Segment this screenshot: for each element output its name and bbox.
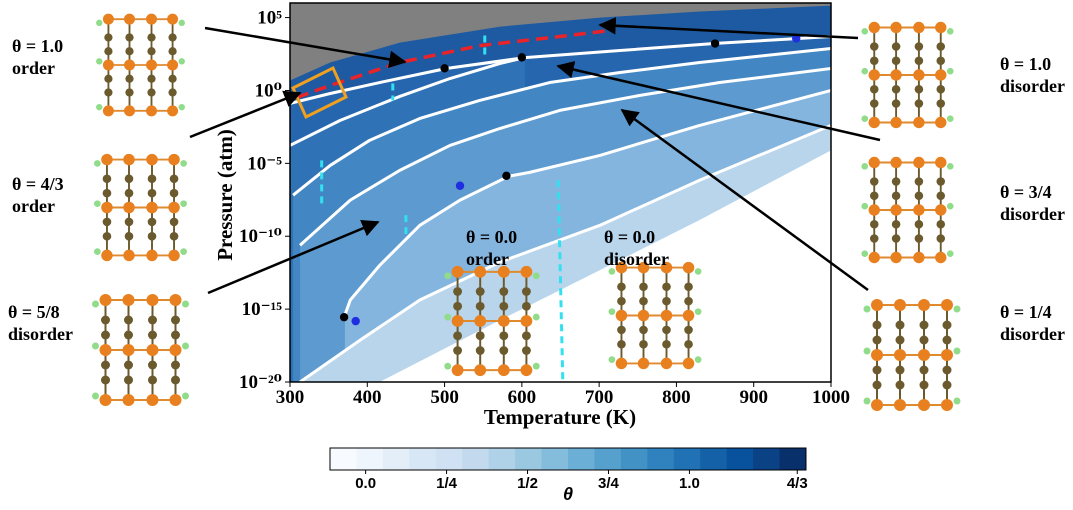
annotation: order — [12, 58, 55, 78]
colorbar-band — [779, 448, 807, 470]
arrow — [204, 26, 407, 68]
annotation: disorder — [604, 249, 669, 269]
point — [502, 171, 511, 180]
highlight-box — [291, 65, 348, 120]
colorbar-band — [594, 448, 622, 470]
y-tick-label: 10⁻¹⁰ — [239, 226, 282, 247]
point — [517, 53, 527, 62]
annotation: θ = 1/4 — [1000, 302, 1052, 322]
phase-region — [379, 150, 831, 382]
point — [792, 34, 801, 43]
annotation: order — [12, 196, 55, 216]
annotation: disorder — [1000, 76, 1065, 96]
colorbar-band — [356, 448, 384, 470]
colorbar-band — [330, 448, 357, 470]
point — [339, 312, 349, 322]
annotation: θ = 0.0 — [466, 227, 517, 247]
x-tick-label: 800 — [662, 387, 691, 408]
colorbar-band — [620, 448, 648, 470]
annotation: θ = 5/8 — [8, 302, 60, 322]
phase-boundary — [299, 67, 831, 247]
arrow — [556, 60, 881, 142]
colorbar-tick-label: 4/3 — [787, 475, 808, 492]
arrows — [189, 17, 881, 295]
x-tick-label: 600 — [508, 387, 537, 408]
annotation: θ = 0.0 — [604, 227, 655, 247]
structure-image — [862, 297, 962, 413]
annotation: disorder — [8, 324, 73, 344]
colorbar-band — [726, 448, 754, 470]
colorbar-tick-label: 1/4 — [436, 475, 458, 492]
x-tick-label: 300 — [276, 387, 305, 408]
structure-image — [90, 292, 191, 408]
colorbar-band — [673, 448, 701, 470]
colorbar-band — [700, 448, 728, 470]
x-tick-label: 700 — [585, 387, 614, 408]
colorbar-tick-label: 3/4 — [598, 475, 620, 492]
phase-boundary — [292, 46, 831, 197]
colorbar-band — [488, 448, 516, 470]
plot-frame — [289, 2, 832, 383]
critical-line — [556, 180, 565, 382]
annotation: θ = 4/3 — [12, 174, 64, 194]
colorbar-band — [541, 448, 569, 470]
plot-overlay: 300 400 500 600 700 800 900 1000 10⁻²⁰ 10⁻¹⁵ 10⁻¹⁰… — [239, 8, 850, 408]
point — [440, 64, 449, 73]
arrow — [620, 108, 869, 292]
y-tick-label: 10⁻²⁰ — [239, 372, 282, 393]
annotation: θ = 3/4 — [1000, 182, 1052, 202]
colorbar-band — [647, 448, 675, 470]
colorbar-band — [568, 448, 595, 470]
structure-image — [860, 155, 955, 265]
y-tick-label: 10⁵ — [257, 8, 282, 29]
x-tick-label: 500 — [430, 387, 459, 408]
colorbar-band — [409, 448, 437, 470]
colorbar-tick-label: 1.0 — [679, 475, 700, 492]
arrow — [207, 219, 380, 295]
colorbar-band — [435, 448, 463, 470]
point — [455, 181, 465, 190]
y-tick-label: 10⁻⁵ — [247, 153, 282, 174]
x-tick-label: 1000 — [812, 387, 850, 408]
point — [710, 39, 720, 48]
colorbar-frame — [329, 447, 807, 471]
y-tick-label: 10⁰ — [255, 80, 282, 101]
structure-image — [860, 20, 955, 130]
colorbar-band — [382, 448, 410, 470]
colorbar-tick-label: 1/2 — [517, 475, 538, 492]
phase-boundary — [290, 56, 526, 147]
point — [351, 316, 360, 326]
structure-image — [92, 152, 189, 263]
arrow — [598, 17, 859, 40]
colorbar-band — [462, 448, 490, 470]
x-axis-label: Temperature (K) — [484, 405, 636, 429]
colorbar-label: θ — [563, 484, 573, 504]
colorbar-tick-label: 0.0 — [355, 475, 376, 492]
x-tick-label: 400 — [353, 387, 382, 408]
phase-boundary — [299, 124, 831, 382]
structure-image — [94, 12, 187, 118]
annotation: θ = 1.0 — [1000, 54, 1051, 74]
arrow — [189, 90, 302, 139]
x-tick-label: 900 — [739, 387, 768, 408]
plot-area — [290, 3, 831, 382]
annotation: disorder — [1000, 324, 1065, 344]
annotation: θ = 1.0 — [12, 36, 63, 56]
colorbar-band — [753, 448, 781, 470]
annotation: order — [466, 249, 509, 269]
colorbar-band — [515, 448, 543, 470]
annotation: disorder — [1000, 204, 1065, 224]
y-axis-label: Pressure (atm) — [213, 129, 237, 261]
y-tick-label: 10⁻¹⁵ — [242, 299, 283, 320]
red-dashed-line — [296, 28, 611, 100]
phase-boundary — [343, 89, 831, 316]
